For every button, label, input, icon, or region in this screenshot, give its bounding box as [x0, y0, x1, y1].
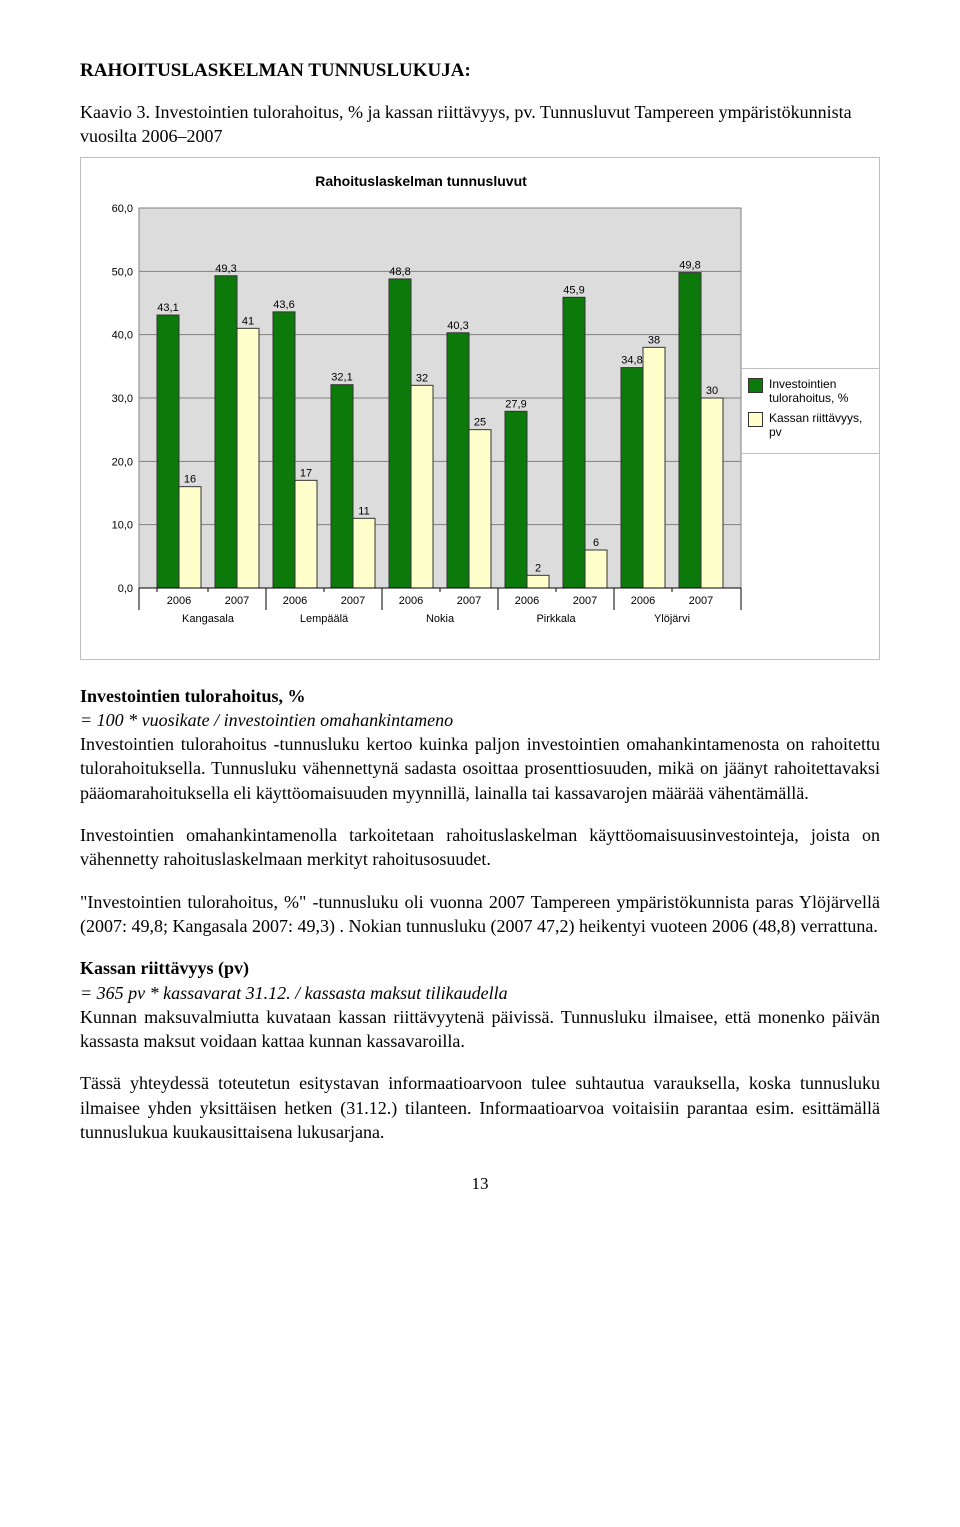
svg-text:Ylöjärvi: Ylöjärvi — [654, 613, 690, 625]
subsection: Investointien tulorahoitus, % = 100 * vu… — [80, 684, 880, 805]
svg-text:2006: 2006 — [631, 595, 655, 607]
svg-text:2007: 2007 — [457, 595, 481, 607]
legend-swatch — [748, 378, 763, 393]
svg-text:40,0: 40,0 — [112, 329, 133, 341]
body-text: Kunnan maksuvalmiutta kuvataan kassan ri… — [80, 1007, 880, 1051]
svg-text:Kangasala: Kangasala — [182, 613, 235, 625]
svg-text:2: 2 — [535, 562, 541, 574]
body-text: Investointien omahankintamenolla tarkoit… — [80, 823, 880, 872]
svg-text:11: 11 — [358, 505, 369, 517]
svg-text:2006: 2006 — [283, 595, 307, 607]
formula-text: = 100 * vuosikate / investointien omahan… — [80, 710, 453, 730]
svg-text:60,0: 60,0 — [112, 203, 133, 215]
svg-text:Pirkkala: Pirkkala — [536, 613, 576, 625]
svg-text:49,8: 49,8 — [679, 259, 700, 271]
bar-chart: Rahoituslaskelman tunnusluvut 0,0 10,0 20,0… — [91, 168, 751, 648]
svg-text:49,3: 49,3 — [215, 262, 236, 274]
chart-container: Rahoituslaskelman tunnusluvut 0,0 10,0 20,0… — [80, 157, 880, 660]
svg-text:2006: 2006 — [399, 595, 423, 607]
subsection-heading: Kassan riittävyys (pv) — [80, 958, 249, 978]
svg-text:34,8: 34,8 — [621, 354, 642, 366]
svg-text:Rahoituslaskelman tunnusluvut: Rahoituslaskelman tunnusluvut — [315, 173, 527, 189]
body-text: Investointien tulorahoitus -tunnusluku k… — [80, 734, 880, 803]
svg-text:2007: 2007 — [573, 595, 597, 607]
formula-text: = 365 pv * kassavarat 31.12. / kassasta … — [80, 983, 508, 1003]
section-title: RAHOITUSLASKELMAN TUNNUSLUKUJA: — [80, 60, 880, 82]
body-text: "Investointien tulorahoitus, %" -tunnusl… — [80, 890, 880, 939]
svg-text:30,0: 30,0 — [112, 393, 133, 405]
svg-text:Lempäälä: Lempäälä — [300, 613, 349, 625]
svg-text:48,8: 48,8 — [389, 266, 410, 278]
svg-text:16: 16 — [184, 473, 196, 485]
chart-caption: Kaavio 3. Investointien tulorahoitus, % … — [80, 100, 880, 149]
svg-text:45,9: 45,9 — [563, 284, 584, 296]
page: RAHOITUSLASKELMAN TUNNUSLUKUJA: Kaavio 3… — [0, 0, 960, 1234]
legend-item: Kassan riittävyys, pv — [748, 411, 873, 439]
svg-text:17: 17 — [300, 467, 312, 479]
svg-text:43,6: 43,6 — [273, 298, 294, 310]
legend-label: Kassan riittävyys, pv — [769, 411, 873, 439]
svg-text:2007: 2007 — [225, 595, 249, 607]
svg-text:50,0: 50,0 — [112, 266, 133, 278]
svg-text:41: 41 — [242, 315, 254, 327]
svg-text:2006: 2006 — [167, 595, 191, 607]
legend-item: Investointien tulorahoitus, % — [748, 377, 873, 405]
svg-text:0,0: 0,0 — [118, 583, 133, 595]
svg-text:25: 25 — [474, 416, 486, 428]
subsection-heading: Investointien tulorahoitus, % — [80, 686, 306, 706]
svg-text:2007: 2007 — [689, 595, 713, 607]
svg-text:32: 32 — [416, 372, 428, 384]
svg-text:40,3: 40,3 — [447, 319, 468, 331]
legend-label: Investointien tulorahoitus, % — [769, 377, 873, 405]
svg-text:38: 38 — [648, 334, 660, 346]
body-text: Tässä yhteydessä toteutetun esitystavan … — [80, 1071, 880, 1144]
svg-text:20,0: 20,0 — [112, 456, 133, 468]
legend-swatch — [748, 412, 763, 427]
svg-text:Nokia: Nokia — [426, 613, 455, 625]
svg-text:2006: 2006 — [515, 595, 539, 607]
svg-text:27,9: 27,9 — [505, 398, 526, 410]
subsection: Kassan riittävyys (pv) = 365 pv * kassav… — [80, 956, 880, 1053]
svg-text:30: 30 — [706, 385, 718, 397]
svg-text:43,1: 43,1 — [157, 302, 178, 314]
svg-text:32,1: 32,1 — [331, 371, 352, 383]
svg-text:10,0: 10,0 — [112, 519, 133, 531]
chart-legend: Investointien tulorahoitus, % Kassan rii… — [741, 368, 880, 454]
svg-text:2007: 2007 — [341, 595, 365, 607]
svg-text:6: 6 — [593, 537, 599, 549]
page-number: 13 — [80, 1174, 880, 1194]
